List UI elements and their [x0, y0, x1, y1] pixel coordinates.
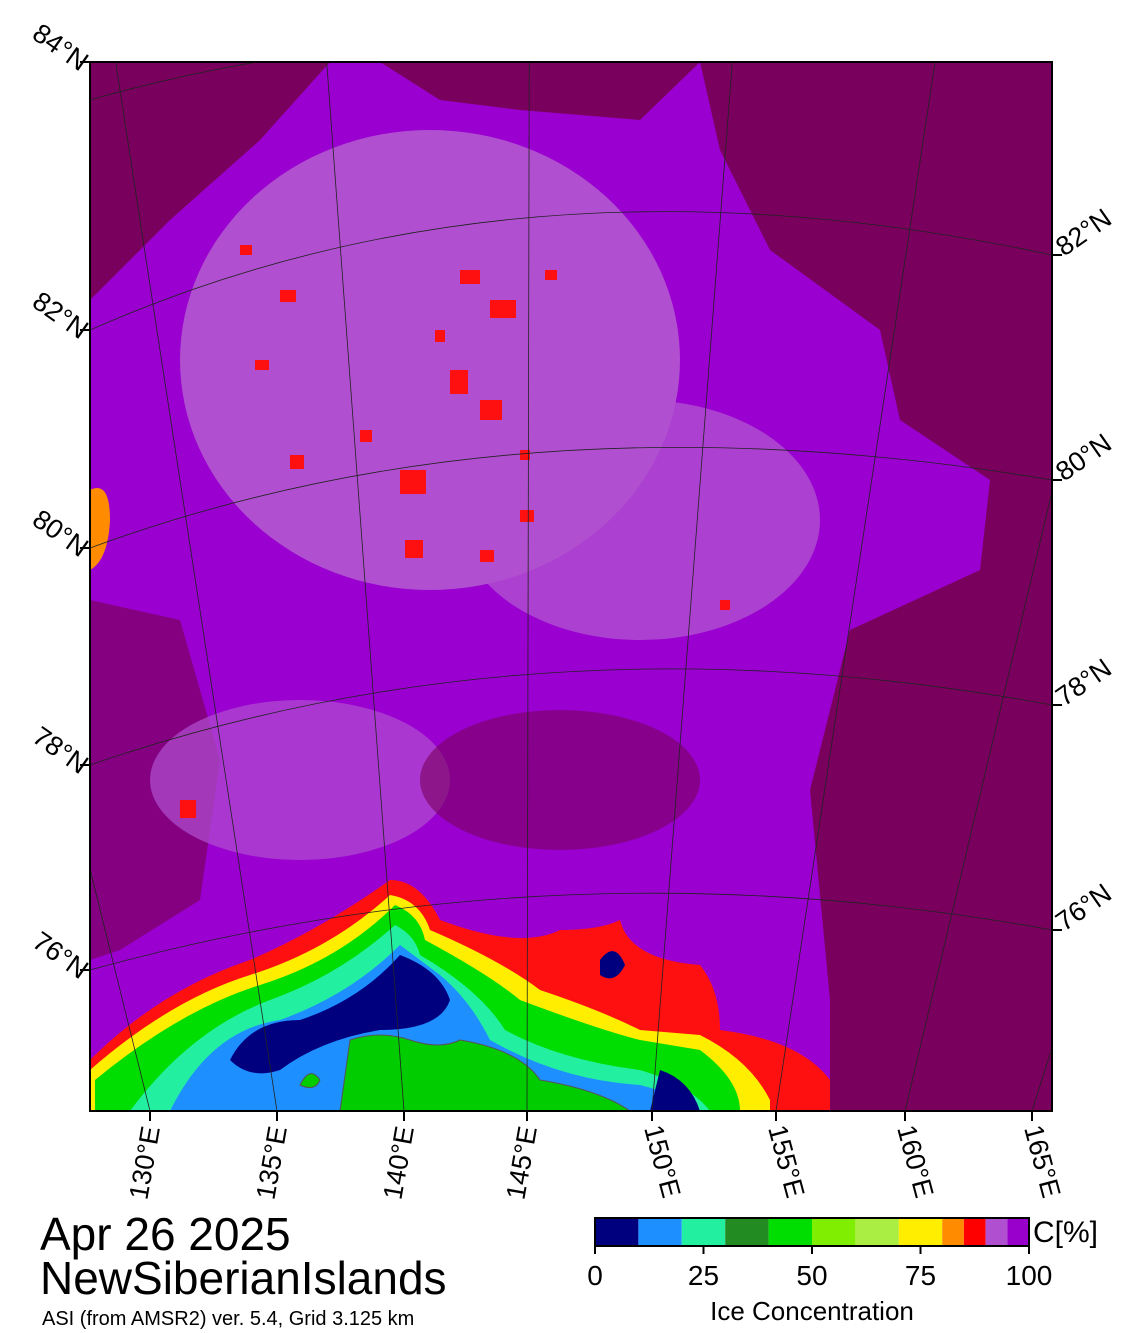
lat-label: 78°N [27, 721, 94, 780]
colorbar-bin [812, 1218, 856, 1246]
low-ice-edge [90, 488, 110, 570]
ice-band-blue [170, 945, 700, 1111]
high-ice-region [420, 710, 700, 850]
colorbar-bin [595, 1218, 639, 1246]
lat-label: 76°N [27, 926, 94, 985]
colorbar-bin [681, 1218, 726, 1246]
high-ice-region [90, 62, 330, 300]
colorbar-bin [898, 1218, 943, 1246]
lon-label: 150°E [638, 1122, 686, 1201]
colorbar-bin [942, 1218, 964, 1246]
land [299, 1073, 321, 1089]
map-image [90, 62, 1052, 1111]
lower-ice-region [460, 400, 820, 640]
lat-label: 76°N [1050, 878, 1117, 937]
lon-label: 145°E [501, 1124, 543, 1202]
map-frame [89, 61, 1053, 1112]
colorbar-unit: C[%] [1033, 1216, 1098, 1249]
lower-ice-region [150, 700, 450, 860]
colorbar-bin [768, 1218, 812, 1246]
high-ice-region [700, 62, 1052, 1111]
colorbar-tick-label: 100 [1006, 1260, 1053, 1291]
colorbar-tick-label: 50 [796, 1260, 827, 1291]
lon-label: 130°E [124, 1124, 166, 1202]
land [339, 1034, 631, 1111]
low-ice-specks [180, 245, 730, 818]
lat-label: 80°N [1050, 428, 1117, 487]
open-water [650, 1070, 700, 1111]
lon-label: 155°E [762, 1122, 810, 1201]
lat-label: 84°N [27, 18, 94, 77]
colorbar-bin [855, 1218, 899, 1246]
colorbar-tick-label: 0 [587, 1260, 603, 1291]
date: Apr 26 2025 [40, 1208, 291, 1260]
colorbar-bin [638, 1218, 682, 1246]
high-ice-region [380, 62, 700, 120]
lon-label: 160°E [891, 1122, 939, 1201]
lat-label: 82°N [1050, 203, 1117, 262]
open-water [600, 951, 625, 979]
lon-label: 140°E [378, 1124, 420, 1202]
lat-label: 82°N [27, 286, 94, 345]
region: NewSiberianIslands [40, 1252, 447, 1304]
colorbar-tick-label: 25 [688, 1260, 719, 1291]
colorbar-bin [963, 1218, 986, 1246]
colorbar-label: Ice Concentration [710, 1296, 914, 1326]
lat-label: 80°N [27, 504, 94, 563]
graticule [90, 62, 1052, 1111]
colorbar-bin [1007, 1218, 1029, 1246]
colorbar-bin [985, 1218, 1008, 1246]
colorbar-bin [725, 1218, 769, 1246]
lat-label: 78°N [1050, 653, 1117, 712]
source: ASI (from AMSR2) ver. 5.4, Grid 3.125 km [42, 1308, 414, 1330]
lon-label: 135°E [251, 1124, 293, 1202]
colorbar-tick-label: 75 [905, 1260, 936, 1291]
lon-label: 165°E [1018, 1122, 1066, 1201]
